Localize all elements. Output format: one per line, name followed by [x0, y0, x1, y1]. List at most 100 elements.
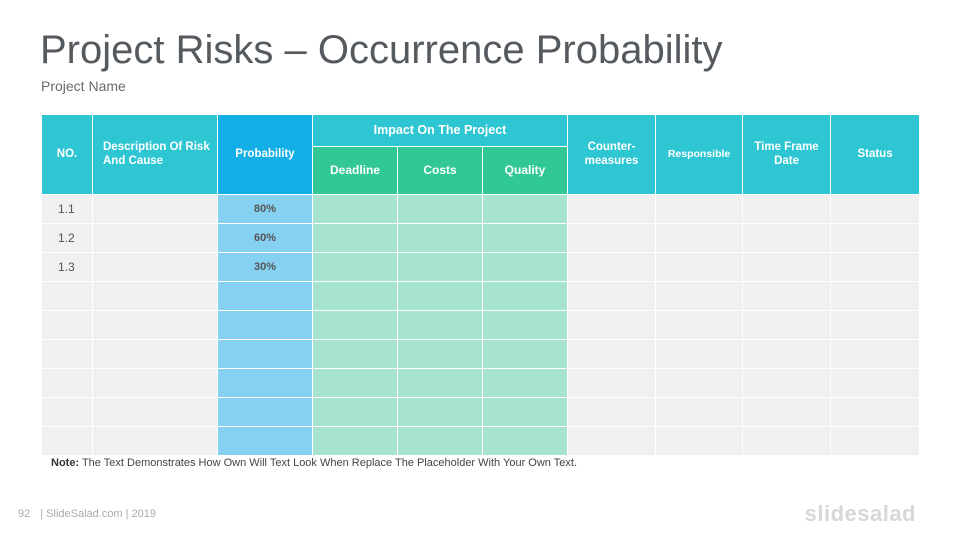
footer: 92 | SlideSalad.com | 2019 — [18, 508, 156, 520]
cell-quality — [481, 397, 569, 427]
slide-title: Project Risks – Occurrence Probability — [40, 28, 723, 72]
cell-responsible — [655, 194, 744, 224]
cell-description — [92, 397, 218, 427]
cell-costs — [397, 368, 483, 398]
table-row — [41, 426, 921, 456]
table-row — [41, 397, 921, 427]
cell-countermeasures — [567, 397, 657, 427]
cell-status — [830, 368, 921, 398]
header-probability: Probability — [217, 114, 313, 195]
note: Note: The Text Demonstrates How Own Will… — [51, 457, 577, 469]
slidesalad-logo: slidesalad — [804, 501, 916, 526]
header-deadline: Deadline — [312, 146, 398, 195]
cell-probability — [217, 368, 313, 398]
cell-description — [92, 368, 218, 398]
header-countermeasures: Counter-measures — [567, 114, 657, 195]
table-row — [41, 310, 921, 340]
cell-quality — [481, 281, 569, 311]
cell-costs — [397, 281, 483, 311]
cell-countermeasures — [567, 252, 657, 282]
table-row — [41, 339, 921, 369]
cell-status — [830, 397, 921, 427]
cell-costs — [397, 194, 483, 224]
cell-description — [92, 194, 218, 224]
cell-timeframe — [742, 339, 832, 369]
cell-description — [92, 339, 218, 369]
cell-no — [41, 397, 93, 427]
note-text: The Text Demonstrates How Own Will Text … — [79, 457, 577, 469]
cell-quality — [481, 223, 569, 253]
cell-countermeasures — [567, 194, 657, 224]
table-row: 1.3 30% — [41, 252, 921, 282]
table-row: 1.2 60% — [41, 223, 921, 253]
cell-probability — [217, 281, 313, 311]
cell-deadline — [312, 252, 398, 282]
cell-probability — [217, 339, 313, 369]
header-timeframe: Time Frame Date — [742, 114, 832, 195]
cell-description — [92, 310, 218, 340]
cell-no — [41, 339, 93, 369]
cell-responsible — [655, 426, 744, 456]
header-responsible: Responsible — [655, 114, 744, 195]
slide-subtitle: Project Name — [41, 78, 126, 94]
cell-status — [830, 223, 921, 253]
cell-countermeasures — [567, 223, 657, 253]
cell-no: 1.2 — [41, 223, 93, 253]
header-description: Description Of Risk And Cause — [92, 114, 218, 195]
cell-probability — [217, 397, 313, 427]
cell-status — [830, 339, 921, 369]
cell-no: 1.1 — [41, 194, 93, 224]
cell-costs — [397, 223, 483, 253]
table-header: NO. Description Of Risk And Cause Probab… — [41, 114, 921, 195]
cell-costs — [397, 252, 483, 282]
cell-probability — [217, 426, 313, 456]
header-no: NO. — [41, 114, 93, 195]
cell-description — [92, 281, 218, 311]
cell-description — [92, 252, 218, 282]
cell-timeframe — [742, 223, 832, 253]
note-label: Note: — [51, 457, 80, 469]
risk-table: NO. Description Of Risk And Cause Probab… — [41, 114, 921, 456]
cell-timeframe — [742, 194, 832, 224]
cell-costs — [397, 397, 483, 427]
cell-deadline — [312, 310, 398, 340]
cell-deadline — [312, 426, 398, 456]
cell-timeframe — [742, 368, 832, 398]
header-status: Status — [830, 114, 921, 195]
cell-responsible — [655, 397, 744, 427]
cell-responsible — [655, 281, 744, 311]
table-row — [41, 281, 921, 311]
cell-countermeasures — [567, 339, 657, 369]
cell-responsible — [655, 252, 744, 282]
cell-responsible — [655, 368, 744, 398]
cell-deadline — [312, 223, 398, 253]
cell-probability: 30% — [217, 252, 313, 282]
cell-timeframe — [742, 397, 832, 427]
cell-responsible — [655, 310, 744, 340]
cell-quality — [481, 194, 569, 224]
cell-deadline — [312, 281, 398, 311]
cell-probability — [217, 310, 313, 340]
cell-status — [830, 252, 921, 282]
page-number: 92 — [18, 508, 31, 520]
cell-no: 1.3 — [41, 252, 93, 282]
cell-timeframe — [742, 281, 832, 311]
table-body: 1.1 80% 1.2 60% 1.3 30% — [41, 194, 921, 456]
cell-countermeasures — [567, 281, 657, 311]
cell-countermeasures — [567, 368, 657, 398]
header-impact: Impact On The Project — [311, 114, 569, 147]
cell-timeframe — [742, 310, 832, 340]
cell-status — [830, 426, 921, 456]
cell-status — [830, 194, 921, 224]
cell-deadline — [312, 397, 398, 427]
cell-timeframe — [742, 252, 832, 282]
cell-costs — [397, 310, 483, 340]
header-costs: Costs — [397, 146, 483, 195]
cell-deadline — [312, 194, 398, 224]
cell-status — [830, 310, 921, 340]
cell-status — [830, 281, 921, 311]
cell-responsible — [655, 223, 744, 253]
cell-no — [41, 281, 93, 311]
cell-countermeasures — [567, 426, 657, 456]
cell-quality — [481, 252, 569, 282]
